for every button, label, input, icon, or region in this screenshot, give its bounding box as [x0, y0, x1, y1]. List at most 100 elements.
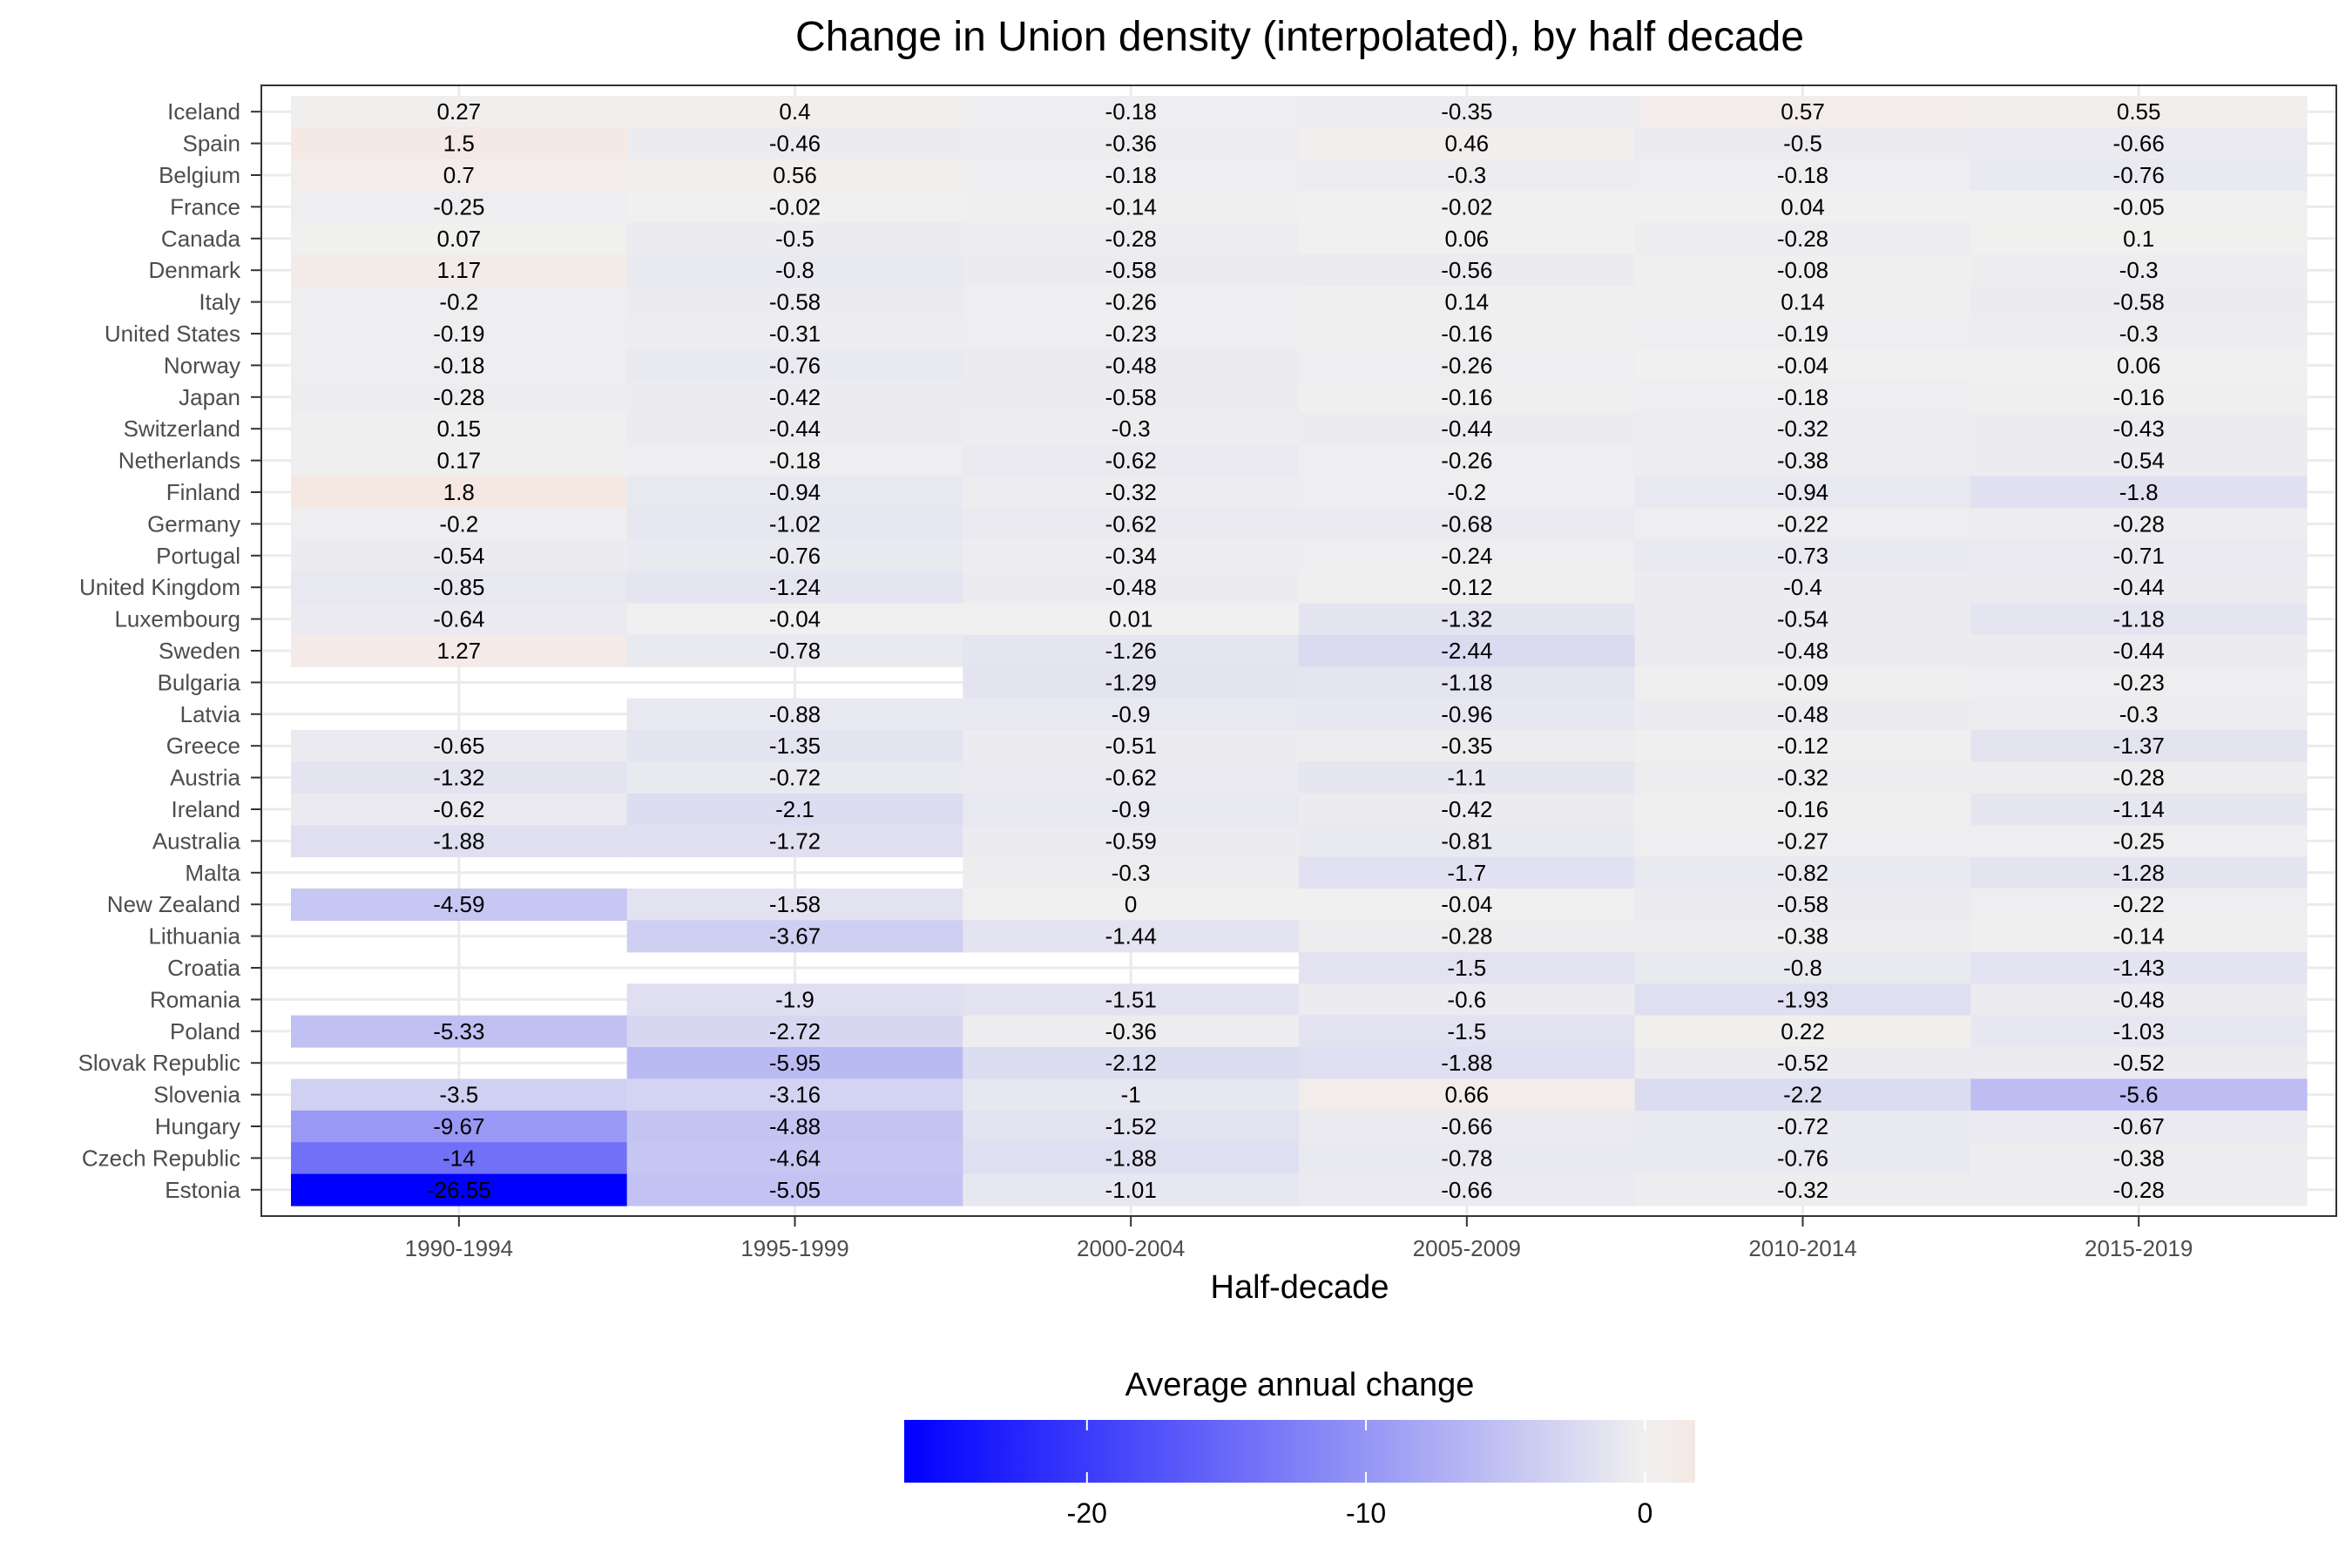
heatmap-cell	[291, 634, 628, 667]
cell-value-label: -0.8	[1783, 955, 1822, 981]
cell-value-label: 0.14	[1781, 289, 1825, 315]
heatmap-cell	[1299, 1047, 1636, 1079]
cell-value-label: -0.58	[1105, 384, 1157, 410]
heatmap-cell	[291, 127, 628, 160]
heatmap-cell	[963, 1142, 1300, 1175]
heatmap-cell	[1634, 222, 1971, 255]
cell-value-label: -0.96	[1441, 701, 1492, 727]
cell-value-label: -0.2	[439, 510, 478, 537]
heatmap-cell	[1299, 666, 1636, 700]
cell-value-label: -0.8	[775, 257, 814, 283]
heatmap-cell	[1299, 698, 1636, 731]
heatmap-cell	[1970, 666, 2308, 700]
cell-value-label: -0.48	[1777, 638, 1828, 664]
heatmap-cell	[963, 730, 1300, 762]
cell-value-label: -26.55	[427, 1177, 491, 1203]
heatmap-cell	[626, 413, 963, 445]
heatmap-cell	[626, 444, 963, 477]
cell-value-label: -1.24	[769, 574, 821, 600]
legend-colorbar	[904, 1420, 1695, 1483]
cell-value-label: -0.34	[1105, 543, 1157, 569]
cell-value-label: -0.52	[1777, 1050, 1828, 1076]
heatmap-cell	[1299, 476, 1636, 509]
heatmap-cell	[291, 1015, 628, 1048]
heatmap-cell	[963, 1110, 1300, 1143]
heatmap-cell	[963, 856, 1300, 889]
heatmap-cell	[1634, 96, 1971, 128]
cell-value-label: -5.05	[769, 1177, 821, 1203]
cell-value-label: -1.9	[775, 986, 814, 1012]
cell-value-label: -4.64	[769, 1145, 821, 1171]
cell-value-label: -0.28	[1105, 226, 1157, 252]
heatmap-cell	[626, 825, 963, 858]
heatmap-cell	[963, 1078, 1300, 1112]
y-tick-label: Lithuania	[148, 923, 240, 950]
heatmap-cell	[1634, 476, 1971, 509]
cell-value-label: -0.35	[1441, 98, 1492, 125]
heatmap-cell	[963, 444, 1300, 477]
cell-value-label: 0.4	[779, 98, 810, 125]
heatmap-cell	[963, 920, 1300, 953]
heatmap-cell	[1634, 539, 1971, 572]
cell-value-label: -0.35	[1441, 733, 1492, 759]
x-tick-label: 2000-2004	[1077, 1235, 1185, 1261]
heatmap-cell	[1970, 381, 2308, 414]
heatmap-cell	[1634, 254, 1971, 287]
cell-value-label: -0.3	[2119, 701, 2159, 727]
heatmap-cell	[1970, 254, 2308, 287]
cell-value-label: 1.17	[437, 257, 482, 283]
heatmap-cell	[1634, 983, 1971, 1017]
heatmap-cell	[1299, 1110, 1636, 1143]
cell-value-label: 0	[1125, 891, 1137, 917]
cell-value-label: -0.72	[1777, 1113, 1828, 1139]
cell-value-label: -0.62	[1105, 765, 1157, 791]
cell-value-label: -0.3	[1112, 416, 1151, 442]
heatmap-cell	[1970, 413, 2308, 445]
heatmap-cell	[1634, 1047, 1971, 1079]
heatmap-cell	[963, 793, 1300, 826]
heatmap-cell	[291, 508, 628, 541]
cell-value-label: -1.26	[1105, 638, 1157, 664]
cell-value-label: -0.16	[1777, 796, 1828, 822]
cell-value-label: -0.58	[2113, 289, 2165, 315]
cell-value-label: -14	[443, 1145, 476, 1171]
cell-value-label: -0.14	[1105, 193, 1157, 220]
heatmap-cell	[1970, 603, 2308, 636]
heatmap-cell	[626, 286, 963, 319]
cell-value-label: -0.19	[1777, 321, 1828, 347]
heatmap-cell	[963, 761, 1300, 794]
y-tick-label: Denmark	[149, 257, 241, 283]
y-tick-label: Switzerland	[124, 416, 240, 442]
heatmap-cell	[1634, 1110, 1971, 1143]
cell-value-label: -0.78	[769, 638, 821, 664]
cell-value-label: -0.04	[1777, 352, 1828, 378]
cell-value-label: -0.44	[1441, 416, 1492, 442]
cell-value-label: -0.56	[1441, 257, 1492, 283]
heatmap-cell	[1299, 730, 1636, 762]
y-tick-label: Portugal	[156, 543, 240, 569]
heatmap-cell	[963, 634, 1300, 667]
cell-value-label: -1.14	[2113, 796, 2165, 822]
cell-value-label: -0.59	[1105, 828, 1157, 854]
cell-value-label: 0.56	[773, 162, 817, 188]
cell-value-label: -0.54	[1777, 606, 1828, 632]
cell-value-label: -0.05	[2113, 193, 2165, 220]
heatmap-cell	[1299, 413, 1636, 445]
heatmap-cells	[291, 96, 2308, 1206]
cell-value-label: -0.6	[1447, 986, 1486, 1012]
heatmap-cell	[291, 476, 628, 509]
heatmap-cell	[1970, 286, 2308, 319]
chart-title: Change in Union density (interpolated), …	[795, 14, 1804, 60]
heatmap-cell	[1970, 920, 2308, 953]
heatmap-cell	[626, 1078, 963, 1112]
cell-value-label: -0.94	[769, 479, 821, 505]
heatmap-cell	[626, 127, 963, 160]
heatmap-cell	[1299, 1142, 1636, 1175]
heatmap-cell	[626, 634, 963, 667]
cell-value-label: -0.14	[2113, 923, 2165, 950]
cell-value-label: -1.88	[1441, 1050, 1492, 1076]
y-tick-label: Italy	[199, 289, 240, 315]
heatmap-cell	[291, 1173, 628, 1206]
heatmap-cell	[626, 222, 963, 255]
cell-value-label: -0.9	[1112, 796, 1151, 822]
